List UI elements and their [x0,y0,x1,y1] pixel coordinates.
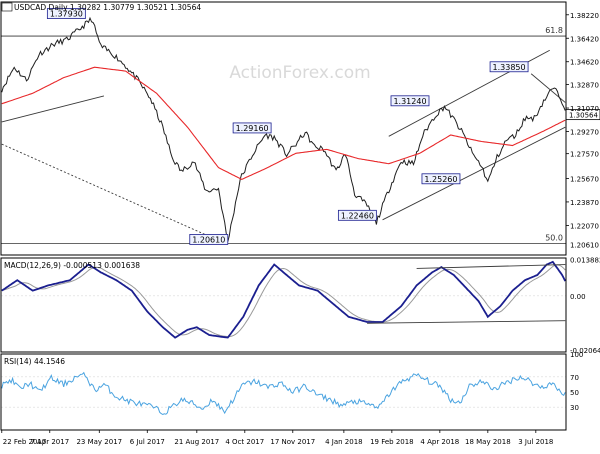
price-level-box [189,234,229,245]
price-level-label: 1.25260 [424,175,457,184]
macd-y-tick-label: 0.00 [570,293,586,301]
macd-trend-line [416,264,566,269]
fib-50-label: 50.0 [545,234,563,243]
price-y-tick-label: 1.29270 [570,128,599,136]
fib-right-price-label: 1.20610 [570,241,599,249]
price-level-label: 1.33850 [493,63,526,72]
rsi-y-tick-label: 100 [570,351,583,359]
price-y-tick-label: 1.38220 [570,12,599,20]
price-y-tick-label: 1.31070 [570,105,599,113]
watermark: ActionForex.com [229,63,370,83]
price-level-box [390,95,430,107]
rsi-y-tick-label: 70 [570,374,579,382]
macd-y-tick-label: 0.013882 [570,257,600,265]
x-tick-label: 4 Apr 2018 [420,438,459,446]
price-pane-frame [0,1,567,256]
macd-pane-title: MACD(12,26,9) -0.000513 0.001638 [4,261,140,270]
price-level-label: 1.37930 [50,10,83,19]
price-level-label: 1.20610 [192,235,225,244]
macd-y-tick-label: -0.020648 [570,347,600,355]
macd-trend-line [367,320,566,324]
price-y-tick-label: 1.25670 [570,175,599,183]
price-level-box [421,173,461,185]
x-tick-label: 23 May 2017 [76,438,122,446]
rsi-pane-frame [0,353,567,431]
macd-line [1,260,567,339]
x-tick-label: 4 Oct 2017 [225,438,264,446]
trend-line [1,143,228,245]
rsi-y-tick-label: 50 [570,389,579,397]
price-y-tick-label: 1.36420 [570,35,599,43]
x-tick-label: 18 May 2018 [465,438,511,446]
price-level-box [46,8,86,19]
macd-signal-line [1,264,566,338]
trend-line [1,95,105,123]
price-y-tick-label: 1.27570 [570,151,599,159]
x-tick-label: 21 Aug 2017 [174,438,219,446]
price-level-box [232,122,272,134]
price-level-box [489,61,529,73]
x-tick-label: 3 Jul 2018 [518,438,553,446]
price-level-label: 1.29160 [236,124,269,133]
price-line [1,16,566,242]
rsi-pane-title: RSI(14) 44.1546 [4,357,65,366]
trend-line [382,126,566,221]
rsi-y-tick-label: 30 [570,404,579,412]
price-y-tick-label: 1.22070 [570,222,599,230]
price-pane-title: USDCAD Daily 1.30282 1.30779 1.30521 1.3… [14,3,201,12]
price-level-label: 1.22460 [341,211,374,220]
rsi-line [1,371,566,416]
price-y-tick-label: 1.32870 [570,82,599,90]
price-level-label: 1.31240 [393,97,426,106]
moving-average-line [1,66,566,181]
title-icon [1,2,13,12]
x-tick-label: 19 Feb 2018 [370,438,414,446]
fib-61-8-label: 61.8 [545,26,563,35]
x-tick-label: 4 Jan 2018 [325,438,363,446]
price-y-tick-label: 1.34620 [570,59,599,67]
x-tick-label: 6 Jul 2017 [130,438,165,446]
price-y-tick-label: 1.23870 [570,199,599,207]
x-tick-label: 7 Apr 2017 [30,438,69,446]
x-tick-label: 17 Nov 2017 [270,438,315,446]
x-tick-label: 22 Feb 2017 [3,438,47,446]
macd-pane-frame [0,257,567,353]
price-level-box [337,209,377,221]
last-price-label: 1.30564 [569,112,598,120]
